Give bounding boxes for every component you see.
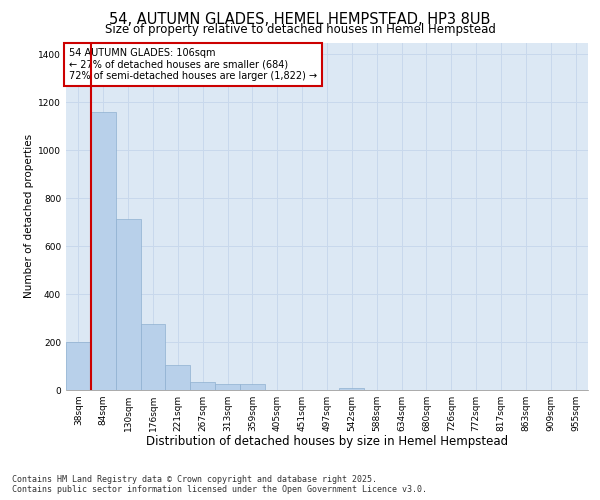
- Bar: [140, 324, 166, 390]
- Bar: [215, 384, 240, 390]
- Bar: [166, 365, 190, 390]
- Y-axis label: Number of detached properties: Number of detached properties: [24, 134, 34, 298]
- Bar: [66, 342, 91, 390]
- Bar: [190, 382, 215, 390]
- Bar: [91, 112, 116, 390]
- X-axis label: Distribution of detached houses by size in Hemel Hempstead: Distribution of detached houses by size …: [146, 436, 508, 448]
- Text: Size of property relative to detached houses in Hemel Hempstead: Size of property relative to detached ho…: [104, 22, 496, 36]
- Bar: [240, 384, 265, 390]
- Bar: [116, 218, 140, 390]
- Text: Contains HM Land Registry data © Crown copyright and database right 2025.
Contai: Contains HM Land Registry data © Crown c…: [12, 474, 427, 494]
- Text: 54 AUTUMN GLADES: 106sqm
← 27% of detached houses are smaller (684)
72% of semi-: 54 AUTUMN GLADES: 106sqm ← 27% of detach…: [68, 48, 317, 81]
- Text: 54, AUTUMN GLADES, HEMEL HEMPSTEAD, HP3 8UB: 54, AUTUMN GLADES, HEMEL HEMPSTEAD, HP3 …: [109, 12, 491, 28]
- Bar: [340, 388, 364, 390]
